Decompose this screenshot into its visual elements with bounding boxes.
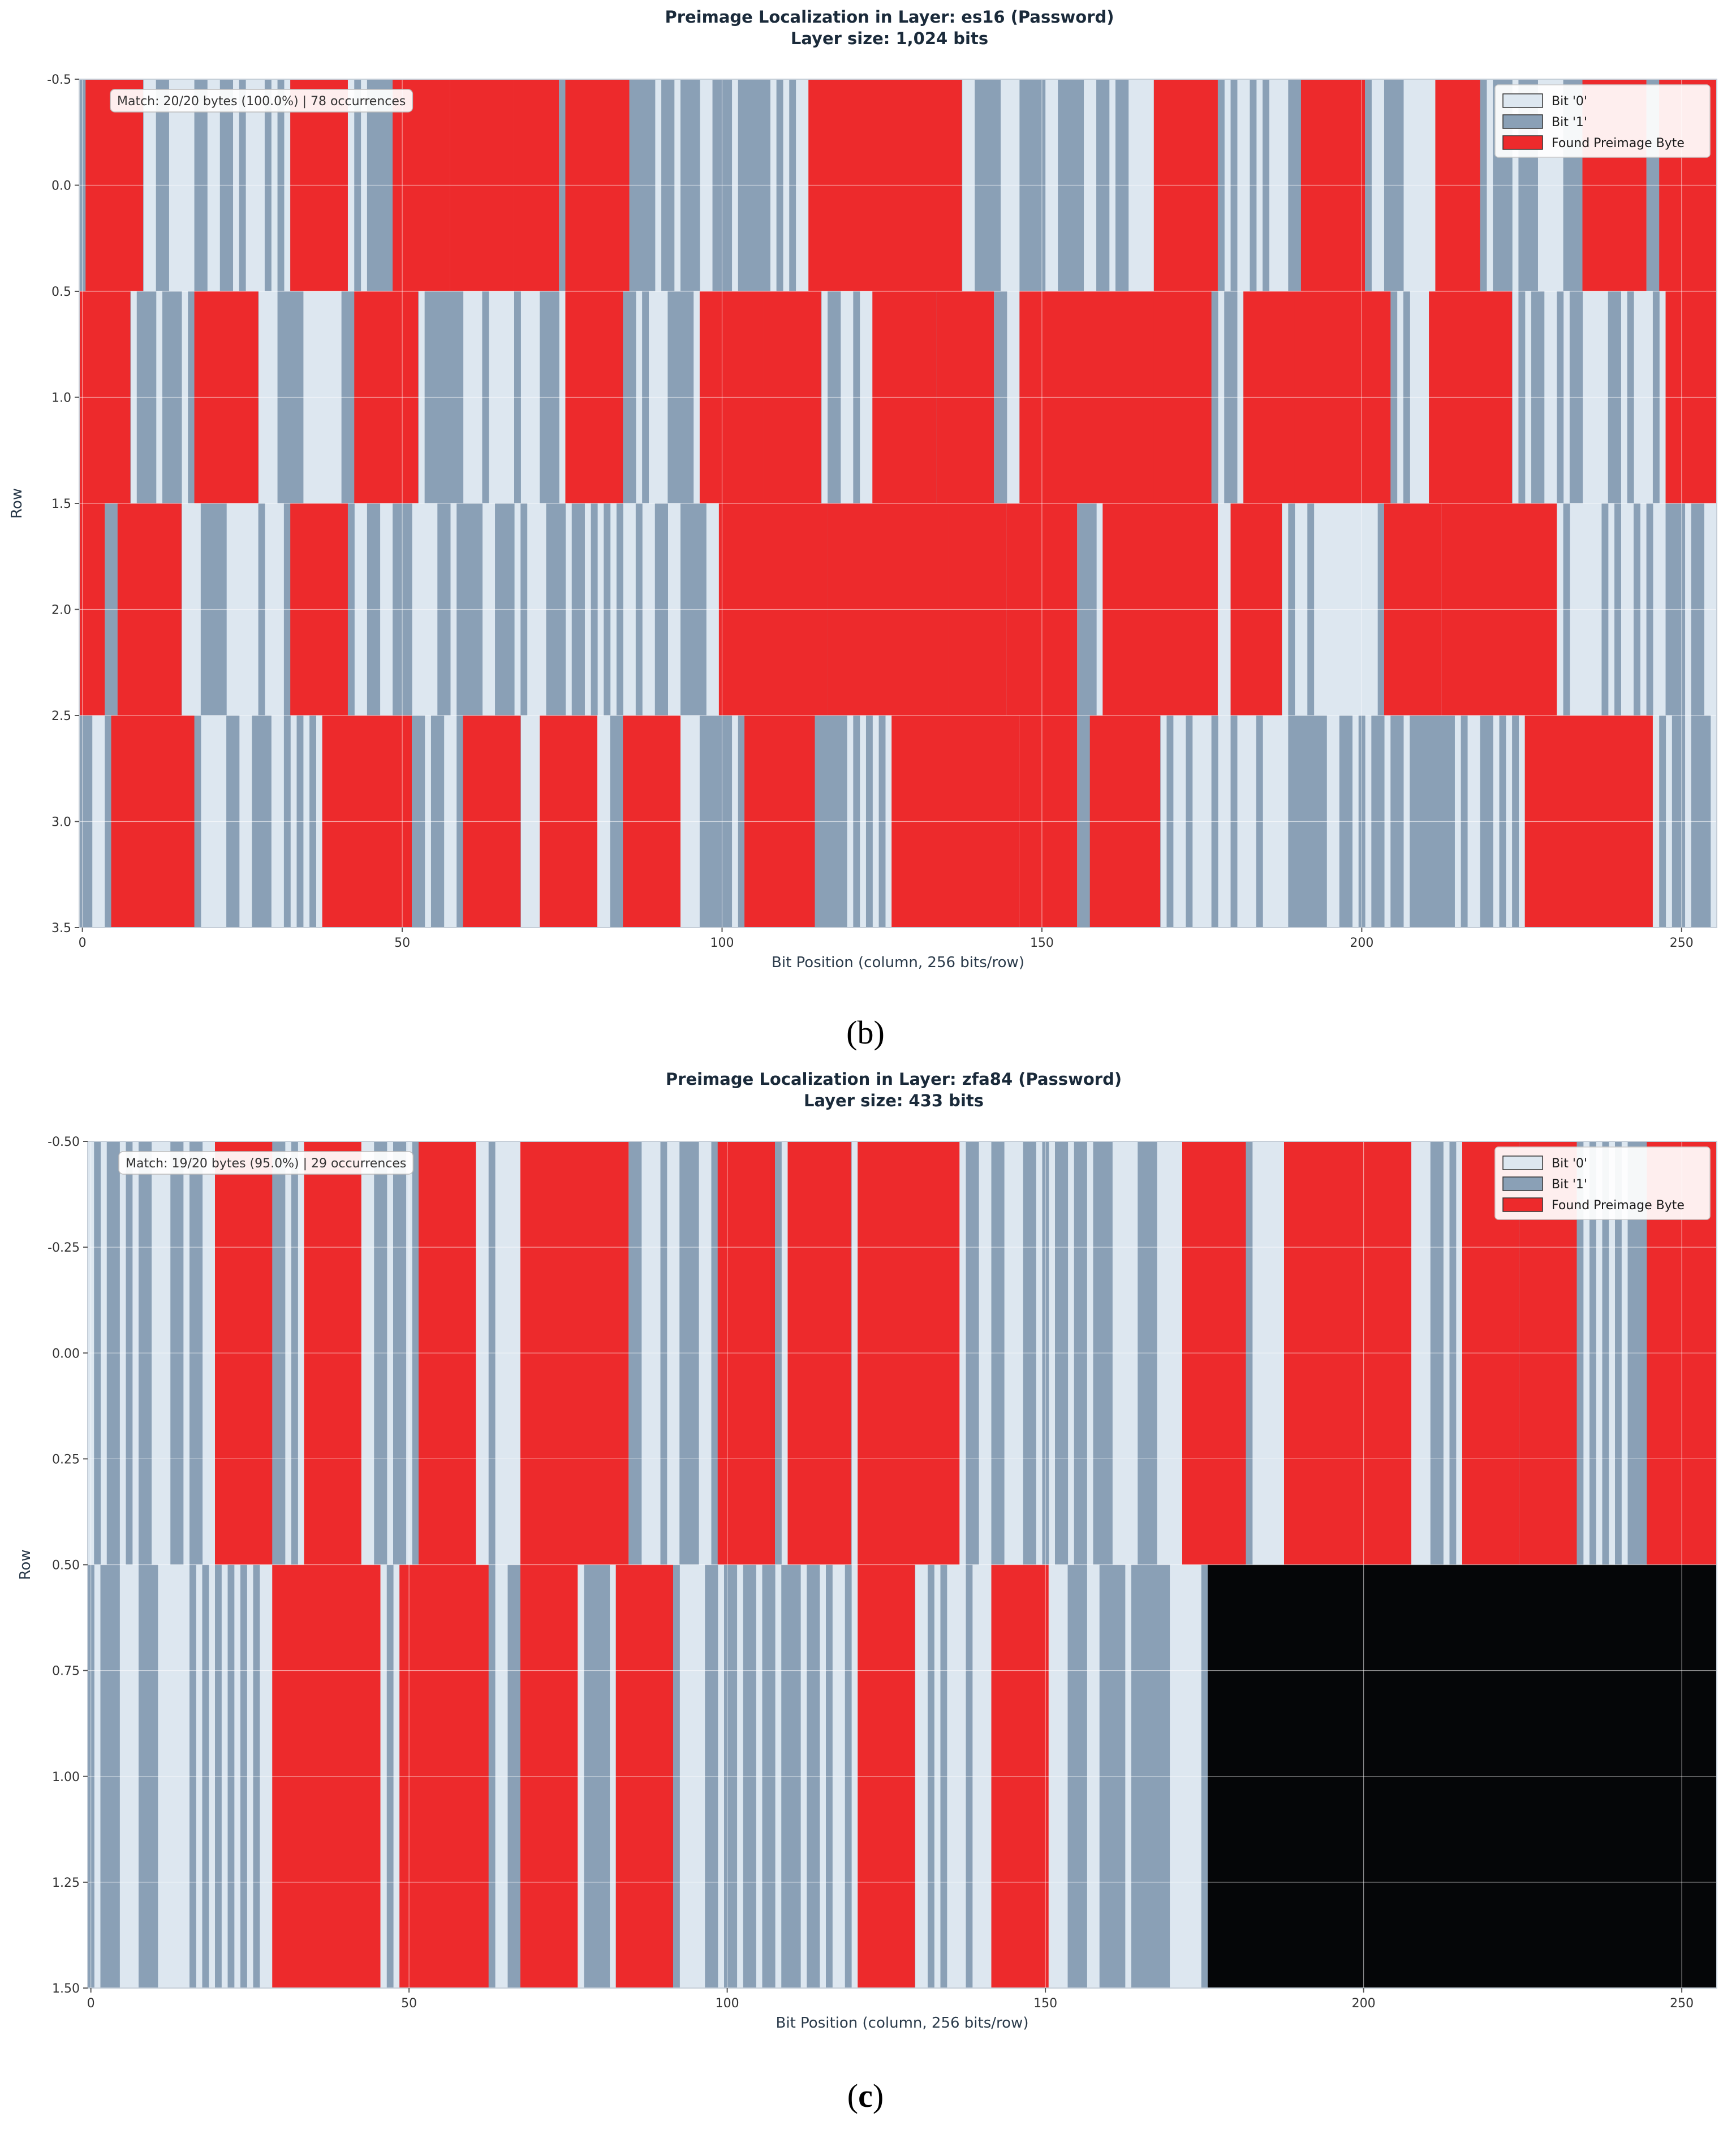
legend-label: Found Preimage Byte — [1552, 1198, 1685, 1213]
y-tick-label: 3.0 — [51, 816, 71, 830]
legend-label: Bit '0' — [1552, 1157, 1587, 1171]
y-tick-label: -0.25 — [48, 1241, 80, 1255]
y-tick-label: 1.25 — [52, 1876, 80, 1890]
legend-box — [1494, 84, 1711, 158]
y-tick-label: 0.75 — [52, 1665, 80, 1679]
y-tick-label: 1.00 — [52, 1770, 80, 1784]
legend-swatch — [1502, 135, 1543, 150]
legend-swatch — [1502, 1155, 1543, 1170]
match-annotation: Match: 19/20 bytes (95.0%) | 29 occurren… — [126, 1157, 406, 1171]
y-tick-label: 1.0 — [51, 391, 71, 406]
x-tick-label: 50 — [394, 936, 410, 950]
y-tick-label: 1.5 — [51, 497, 71, 511]
chart-subtitle: Layer size: 1,024 bits — [791, 29, 988, 48]
y-tick-label: 0.25 — [52, 1452, 80, 1467]
legend-label: Found Preimage Byte — [1552, 136, 1685, 150]
y-tick-label: -0.50 — [48, 1135, 80, 1149]
y-tick-label: 0.00 — [52, 1347, 80, 1361]
y-tick-label: 0.5 — [51, 285, 71, 299]
heatmap-chart-1: 0 50 100 150 200 250 -0.50 -0.25 0.00 0.25 0.50 0.7… — [17, 1070, 1717, 2032]
y-tick-label: 0.0 — [51, 179, 71, 193]
y-tick-label: 1.50 — [52, 1982, 80, 1996]
y-axis-label: Row — [8, 488, 25, 519]
legend-swatch — [1502, 1197, 1543, 1212]
x-tick-label: 200 — [1350, 936, 1373, 950]
legend-label: Bit '1' — [1552, 1178, 1587, 1192]
y-tick-label: 0.50 — [52, 1559, 80, 1573]
legend-swatch — [1502, 1176, 1543, 1191]
chart-subtitle: Layer size: 433 bits — [804, 1091, 984, 1110]
legend: Bit '0' Bit '1' Found Preimage Byte — [1494, 1146, 1711, 1220]
y-tick-label: -0.5 — [47, 73, 71, 87]
x-tick-label: 100 — [710, 936, 734, 950]
y-tick-label: 3.5 — [51, 921, 71, 935]
y-tick-label: 2.0 — [51, 603, 71, 618]
y-tick-label: 2.5 — [51, 709, 71, 723]
match-annotation-box — [110, 89, 413, 113]
x-tick-label: 250 — [1670, 936, 1694, 950]
x-tick-label: 150 — [1033, 1997, 1057, 2011]
legend-label: Bit '1' — [1552, 115, 1587, 130]
x-tick-label: 200 — [1352, 1997, 1376, 2011]
legend-swatch — [1502, 93, 1543, 108]
x-tick-label: 0 — [79, 936, 87, 950]
heatmap-chart-0: 0 50 100 150 200 250 -0.5 0.0 0.5 1.0 1.5 2.0 2.5 3.0… — [8, 7, 1717, 971]
x-axis-label: Bit Position (column, 256 bits/row) — [772, 954, 1024, 971]
x-tick-label: 250 — [1670, 1997, 1694, 2011]
match-annotation: Match: 20/20 bytes (100.0%) | 78 occurre… — [117, 94, 406, 109]
x-tick-label: 50 — [401, 1997, 417, 2011]
chart-title: Preimage Localization in Layer: es16 (Pa… — [665, 7, 1114, 27]
match-annotation-box — [118, 1151, 414, 1175]
y-axis-label: Row — [17, 1549, 34, 1580]
legend-box — [1494, 1146, 1711, 1220]
chart-title: Preimage Localization in Layer: zfa84 (P… — [666, 1070, 1122, 1089]
x-tick-label: 150 — [1030, 936, 1054, 950]
x-tick-label: 0 — [87, 1997, 95, 2011]
x-axis-label: Bit Position (column, 256 bits/row) — [776, 2015, 1029, 2032]
x-tick-label: 100 — [716, 1997, 739, 2011]
legend-swatch — [1502, 114, 1543, 129]
legend-label: Bit '0' — [1552, 94, 1587, 109]
panel-label-c: (c) — [847, 2077, 884, 2114]
panel-label-b: (b) — [846, 1014, 885, 1051]
legend: Bit '0' Bit '1' Found Preimage Byte — [1494, 84, 1711, 158]
